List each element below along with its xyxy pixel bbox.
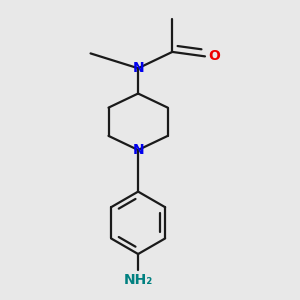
Text: O: O: [208, 50, 220, 63]
Text: N: N: [132, 143, 144, 157]
Text: N: N: [132, 61, 144, 75]
Text: NH₂: NH₂: [124, 273, 153, 287]
